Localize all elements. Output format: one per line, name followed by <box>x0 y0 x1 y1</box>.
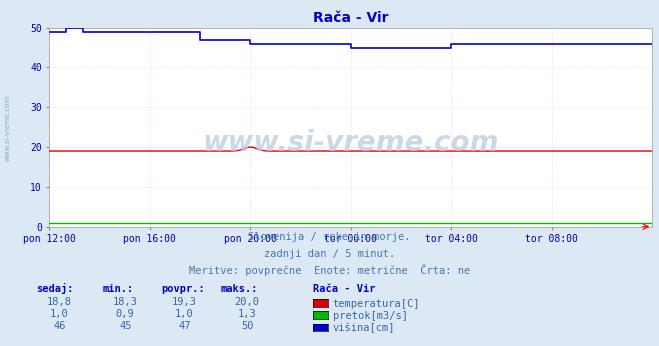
Text: min.:: min.: <box>102 284 133 294</box>
Text: 18,3: 18,3 <box>113 297 138 307</box>
Text: povpr.:: povpr.: <box>161 284 205 294</box>
Text: 18,8: 18,8 <box>47 297 72 307</box>
Text: 47: 47 <box>179 321 190 331</box>
Text: 0,9: 0,9 <box>116 309 134 319</box>
Text: 1,3: 1,3 <box>238 309 256 319</box>
Text: 1,0: 1,0 <box>175 309 194 319</box>
Text: 46: 46 <box>53 321 65 331</box>
Text: 19,3: 19,3 <box>172 297 197 307</box>
Text: Slovenija / reke in morje.: Slovenija / reke in morje. <box>248 233 411 243</box>
Text: Meritve: povprečne  Enote: metrične  Črta: ne: Meritve: povprečne Enote: metrične Črta:… <box>189 264 470 276</box>
Text: Rača - Vir: Rača - Vir <box>313 284 376 294</box>
Text: 20,0: 20,0 <box>235 297 260 307</box>
Text: zadnji dan / 5 minut.: zadnji dan / 5 minut. <box>264 249 395 259</box>
Text: temperatura[C]: temperatura[C] <box>333 299 420 309</box>
Text: 1,0: 1,0 <box>50 309 69 319</box>
Text: sedaj:: sedaj: <box>36 283 74 294</box>
Text: 45: 45 <box>119 321 131 331</box>
Text: 50: 50 <box>241 321 253 331</box>
Text: maks.:: maks.: <box>221 284 258 294</box>
Text: višina[cm]: višina[cm] <box>333 323 395 334</box>
Text: pretok[m3/s]: pretok[m3/s] <box>333 311 408 321</box>
Text: www.si-vreme.com: www.si-vreme.com <box>5 95 11 161</box>
Text: www.si-vreme.com: www.si-vreme.com <box>203 129 499 157</box>
Title: Rača - Vir: Rača - Vir <box>313 11 389 25</box>
